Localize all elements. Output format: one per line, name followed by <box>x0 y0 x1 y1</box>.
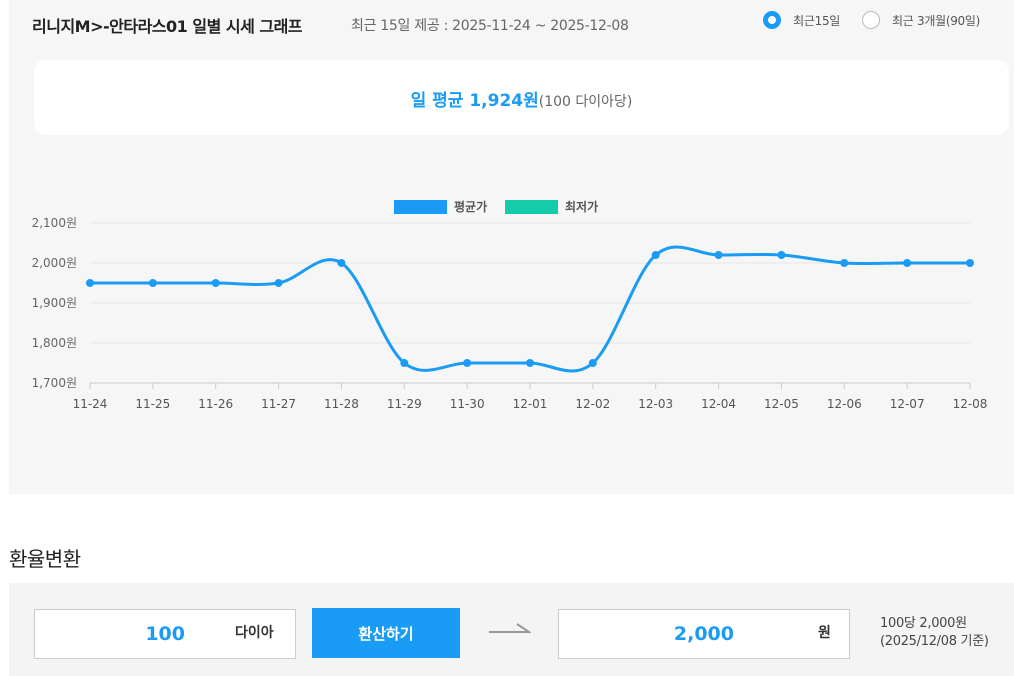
data-point <box>777 251 786 259</box>
x-tick-label: 11-25 <box>135 397 170 411</box>
arrow-right-icon <box>489 623 531 633</box>
x-tick-label: 11-29 <box>387 397 422 411</box>
exchange-rate-note: 100당 2,000원 (2025/12/08 기준) <box>880 615 989 651</box>
y-tick-label: 1,900원 <box>32 296 77 310</box>
radio-recent-3-months[interactable]: 최근 3개월(90일) <box>862 11 980 29</box>
data-point <box>148 279 157 287</box>
y-tick-label: 1,700원 <box>32 376 77 390</box>
data-point <box>651 251 660 259</box>
average-price-box: 일 평균 1,924원(100 다이아당) <box>34 60 1009 135</box>
x-tick-label: 12-05 <box>764 397 799 411</box>
data-point <box>211 279 220 287</box>
x-tick-label: 11-27 <box>261 397 296 411</box>
won-unit-label: 원 <box>818 625 831 641</box>
y-tick-label: 2,000원 <box>32 256 77 270</box>
period-radio-group: 최근15일 최근 3개월(90일) <box>741 11 980 29</box>
x-tick-label: 11-30 <box>450 397 485 411</box>
x-tick-label: 12-02 <box>575 397 610 411</box>
legend-label: 최저가 <box>565 199 598 214</box>
x-tick-label: 11-24 <box>73 397 108 411</box>
radio-label: 최근 3개월(90일) <box>892 13 980 28</box>
series-line-average <box>90 245 970 373</box>
x-tick-label: 12-03 <box>638 397 673 411</box>
data-point <box>588 359 597 367</box>
y-tick-label: 1,800원 <box>32 336 77 350</box>
x-tick-label: 12-06 <box>827 397 862 411</box>
page-title: 리니지M>-안타라스01 일별 시세 그래프 <box>32 17 303 36</box>
data-point <box>966 259 974 267</box>
data-point <box>274 279 283 287</box>
y-tick-label: 2,100원 <box>32 216 77 230</box>
average-price-value: 일 평균 1,924원 <box>410 91 539 111</box>
converter-panel: 100 다이아 환산하기 2,000 원 100당 2,000원 (2025/1… <box>9 583 1014 676</box>
data-point <box>463 359 472 367</box>
rate-line-2: (2025/12/08 기준) <box>880 634 989 649</box>
average-price-unit: (100 다이아당) <box>538 94 633 110</box>
data-point <box>840 259 849 267</box>
radio-label: 최근15일 <box>793 13 841 28</box>
won-amount-value: 2,000 <box>673 623 734 645</box>
data-point <box>526 359 534 367</box>
x-tick-label: 12-07 <box>890 397 925 411</box>
x-tick-label: 12-08 <box>953 397 988 411</box>
data-point <box>903 259 912 267</box>
dia-unit-label: 다이아 <box>235 625 274 641</box>
x-tick-label: 12-04 <box>701 397 736 411</box>
data-point <box>400 359 409 367</box>
x-tick-label: 11-28 <box>324 397 359 411</box>
rate-line-1: 100당 2,000원 <box>880 616 967 631</box>
legend-label: 평균가 <box>454 199 487 214</box>
period-subtitle: 최근 15일 제공 : 2025-11-24 ~ 2025-12-08 <box>351 18 629 34</box>
won-amount-output[interactable]: 2,000 원 <box>558 609 850 659</box>
radio-recent-15-days[interactable]: 최근15일 <box>763 11 840 29</box>
average-price-text: 일 평균 1,924원(100 다이아당) <box>34 86 1009 111</box>
section-title-exchange: 환율변환 <box>9 547 81 571</box>
dia-amount-value: 100 <box>145 623 185 645</box>
dia-amount-input[interactable]: 100 다이아 <box>34 609 296 659</box>
legend-swatch <box>505 200 558 214</box>
data-point <box>337 259 346 267</box>
price-line-chart: 1,700원 1,800원 1,900원 2,000원 2,100원 11-24 11-25… <box>32 199 988 411</box>
convert-button[interactable]: 환산하기 <box>312 608 460 658</box>
data-point <box>86 279 94 287</box>
legend-swatch <box>394 200 447 214</box>
x-tick-label: 12-01 <box>513 397 548 411</box>
radio-unchecked-icon <box>862 11 881 29</box>
radio-checked-icon <box>763 11 782 29</box>
data-point <box>714 251 723 259</box>
x-tick-label: 11-26 <box>198 397 233 411</box>
